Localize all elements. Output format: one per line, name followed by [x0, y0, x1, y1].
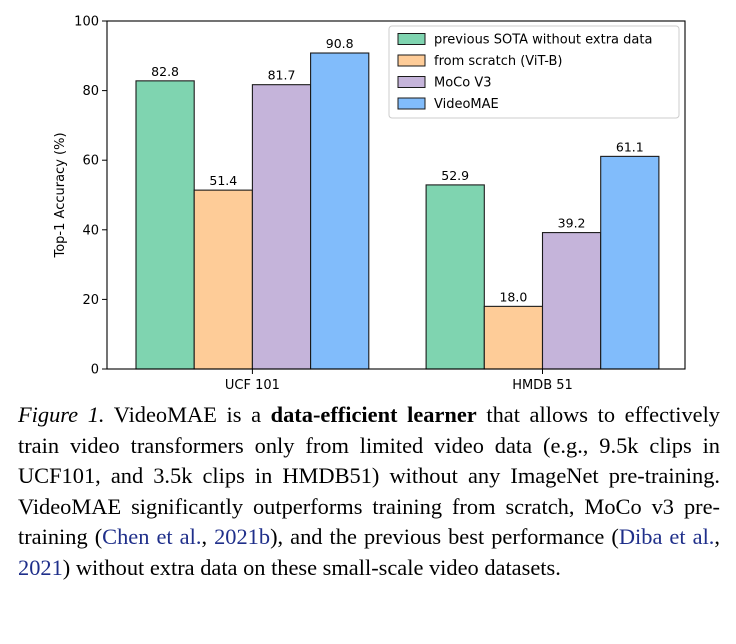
legend-swatch	[397, 97, 426, 110]
legend-box	[388, 25, 680, 119]
bar-value-label: 51.4	[209, 173, 237, 188]
legend-swatch	[397, 76, 426, 88]
citation-link-diba[interactable]: Diba et al.	[618, 524, 715, 549]
y-tick-label: 100	[74, 15, 99, 30]
citation-link-chen[interactable]: Chen et al.	[102, 524, 202, 549]
bar-value-label: 18.0	[499, 289, 527, 304]
y-tick-label: 80	[82, 84, 99, 99]
x-tick-label: UCF 101	[225, 378, 280, 393]
caption-text: ) without extra data on these small-scal…	[62, 554, 561, 580]
caption-text: ,	[201, 524, 215, 549]
bar-value-label: 52.9	[441, 168, 469, 183]
bar	[541, 232, 602, 370]
bar	[483, 305, 544, 370]
figure-caption: Figure 1. VideoMAE is a data-efficient l…	[18, 400, 720, 583]
caption-text: that allows to effectively train video t…	[18, 402, 721, 549]
caption-text: VideoMAE is a	[104, 402, 271, 427]
caption-text: ,	[714, 524, 721, 549]
bar-value-label: 82.8	[151, 64, 179, 79]
legend-label: VideoMAE	[434, 97, 499, 112]
chart-svg: 82.8 51.4 81.7 90.8 52.9 18.0 39.2 61.1 0 20 40 60…	[53, 15, 686, 393]
bar-chart: 82.8 51.4 81.7 90.8 52.9 18.0 39.2 61.1 0 20 40 60…	[53, 15, 686, 393]
plot-frame	[106, 20, 686, 370]
legend-label: previous SOTA without extra data	[434, 33, 652, 48]
bar-value-label: 81.7	[268, 68, 296, 83]
y-tick-label: 40	[82, 223, 99, 238]
bar	[193, 189, 253, 370]
y-tick-label: 60	[82, 154, 99, 169]
y-axis-label: Top-1 Accuracy (%)	[53, 132, 68, 258]
bar	[425, 184, 485, 370]
legend-swatch	[397, 33, 426, 45]
y-tick-label: 20	[82, 293, 99, 308]
bar-value-label: 90.8	[326, 36, 354, 51]
bar	[251, 84, 312, 370]
legend-label: MoCo V3	[434, 76, 492, 91]
bars	[135, 52, 660, 370]
axes: 0 20 40 60 80 100 UCF 101 HMDB 51	[74, 15, 686, 393]
data-labels: 82.8 51.4 81.7 90.8 52.9 18.0 39.2 61.1	[151, 36, 644, 304]
citation-year-diba[interactable]: 2021	[18, 554, 63, 580]
caption-emphasis: data-efficient learner	[270, 402, 477, 427]
citation-year-chen[interactable]: 2021b	[214, 524, 271, 549]
caption-text: ), and the previous best performance (	[270, 524, 619, 549]
x-tick-label: HMDB 51	[512, 378, 573, 393]
legend-label: from scratch (ViT-B)	[434, 54, 563, 69]
y-tick-label: 0	[91, 363, 99, 378]
legend-swatch	[397, 54, 426, 67]
figure-label: Figure 1.	[18, 402, 105, 427]
legend: previous SOTA without extra data from scr…	[388, 25, 680, 119]
bar-value-label: 39.2	[558, 216, 586, 231]
bar	[600, 155, 660, 370]
bar	[310, 52, 370, 370]
bar	[135, 80, 195, 370]
bar-value-label: 61.1	[616, 139, 644, 154]
